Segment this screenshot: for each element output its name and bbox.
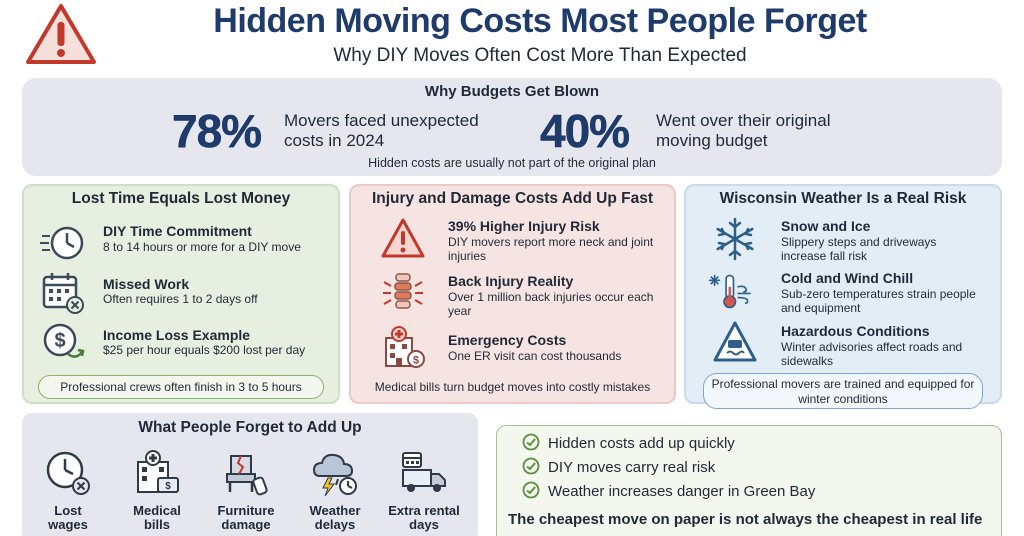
forget-label-line1: Lost [54,503,82,518]
svg-text:$: $ [413,355,419,367]
budget-stats-footnote: Hidden costs are usually not part of the… [368,156,656,170]
item-desc-hazardous: Winter advisories affect roads and sidew… [781,340,963,368]
item-desc-injury-risk: DIY movers report more neck and joint in… [448,235,654,263]
forget-title: What People Forget to Add Up [138,419,362,436]
stat-desc-unexpected: Movers faced unexpected costs in 2024 [284,111,479,150]
forget-label-line2: days [409,517,439,532]
takeaway-text: Weather increases danger in Green Bay [548,483,816,500]
svg-text:$: $ [54,330,65,352]
lost-time-title: Lost Time Equals Lost Money [71,190,291,207]
forget-label-line1: Furniture [217,503,275,518]
injury-footer: Medical bills turn budget moves into cos… [374,380,651,394]
forget-label-line2: damage [221,517,271,532]
page-subtitle: Why DIY Moves Often Cost More Than Expec… [333,45,747,66]
item-desc-back-injury: Over 1 million back injuries occur each … [448,290,654,318]
hospital-icon: $ [385,326,425,368]
forget-label-line2: bills [143,517,170,532]
forget-label-line2: wages [48,517,88,532]
dollar-coin-icon: $ [43,323,85,358]
takeaway-conclusion: The cheapest move on paper is not always… [508,511,983,528]
takeaway-row: Weather increases danger in Green Bay [522,481,815,500]
warning-triangle-icon [26,4,96,64]
takeaway-row: DIY moves carry real risk [522,457,715,476]
truck-icon [402,452,446,492]
forget-label-line2: delays [314,517,356,532]
item-title-hazardous: Hazardous Conditions [781,323,930,339]
clock-icon [40,226,84,260]
check-circle-icon [522,457,540,475]
forget-item-weather-delays: Weather delays [292,448,378,532]
weather-title: Wisconsin Weather Is a Real Risk [719,190,967,207]
stat-value-unexpected: 78% [172,105,263,157]
thermometer-icon [708,274,751,309]
lost-time-footer-pill: Professional crews often finish in 3 to … [38,375,324,399]
item-title-income-loss: Income Loss Example [103,327,251,343]
slippery-road-icon [713,321,757,362]
item-title-cold-wind: Cold and Wind Chill [781,270,914,286]
forget-item-medical-bills: $ Medical bills [114,448,200,532]
damaged-chair-icon [226,455,268,496]
item-title-missed-work: Missed Work [103,276,190,292]
item-desc-missed-work: Often requires 1 to 2 days off [103,292,258,306]
forget-item-extra-rental: Extra rental days [381,448,467,532]
stat-desc-over-budget: Went over their original moving budget [656,111,831,150]
hospital-bill-icon: $ [137,450,179,493]
takeaway-text: Hidden costs add up quickly [548,435,735,452]
takeaway-text: DIY moves carry real risk [548,459,716,476]
calendar-icon [42,273,84,314]
forget-item-furniture-damage: Furniture damage [203,448,289,532]
item-title-injury-risk: 39% Higher Injury Risk [448,218,600,234]
page-title: Hidden Moving Costs Most People Forget [213,2,867,40]
item-desc-cold-wind: Sub-zero temperatures strain people and … [781,287,976,315]
forget-label-line1: Medical [133,503,181,518]
takeaway-row: Hidden costs add up quickly [522,433,735,452]
budget-stats-panel [22,78,1002,176]
clock-icon [46,451,90,495]
takeaways-panel [496,425,1002,536]
spine-icon [383,273,423,309]
check-circle-icon [522,433,540,451]
forget-label-line1: Weather [309,503,361,518]
weather-footer-pill: Professional movers are trained and equi… [703,373,983,409]
item-title-back-injury: Back Injury Reality [448,273,574,289]
item-desc-emergency-costs: One ER visit can cost thousands [448,349,622,363]
item-title-time-commitment: DIY Time Commitment [103,223,252,239]
check-circle-icon [522,481,540,499]
item-desc-snow-ice: Slippery steps and driveways increase fa… [781,235,937,263]
budget-stats-heading: Why Budgets Get Blown [424,83,600,100]
svg-text:$: $ [165,481,171,492]
injury-title: Injury and Damage Costs Add Up Fast [371,190,654,207]
item-title-emergency-costs: Emergency Costs [448,332,567,348]
stat-value-over-budget: 40% [540,105,631,157]
item-title-snow-ice: Snow and Ice [781,218,871,234]
item-desc-income-loss: $25 per hour equals $200 lost per day [103,343,306,357]
snowflake-icon [716,217,754,261]
forget-item-lost-wages: Lost wages [25,448,111,532]
warning-icon [381,218,425,258]
item-desc-time-commitment: 8 to 14 hours or more for a DIY move [103,240,301,254]
storm-cloud-icon [312,453,357,497]
forget-label-line1: Extra rental [388,503,460,518]
weather-panel [684,184,1002,404]
